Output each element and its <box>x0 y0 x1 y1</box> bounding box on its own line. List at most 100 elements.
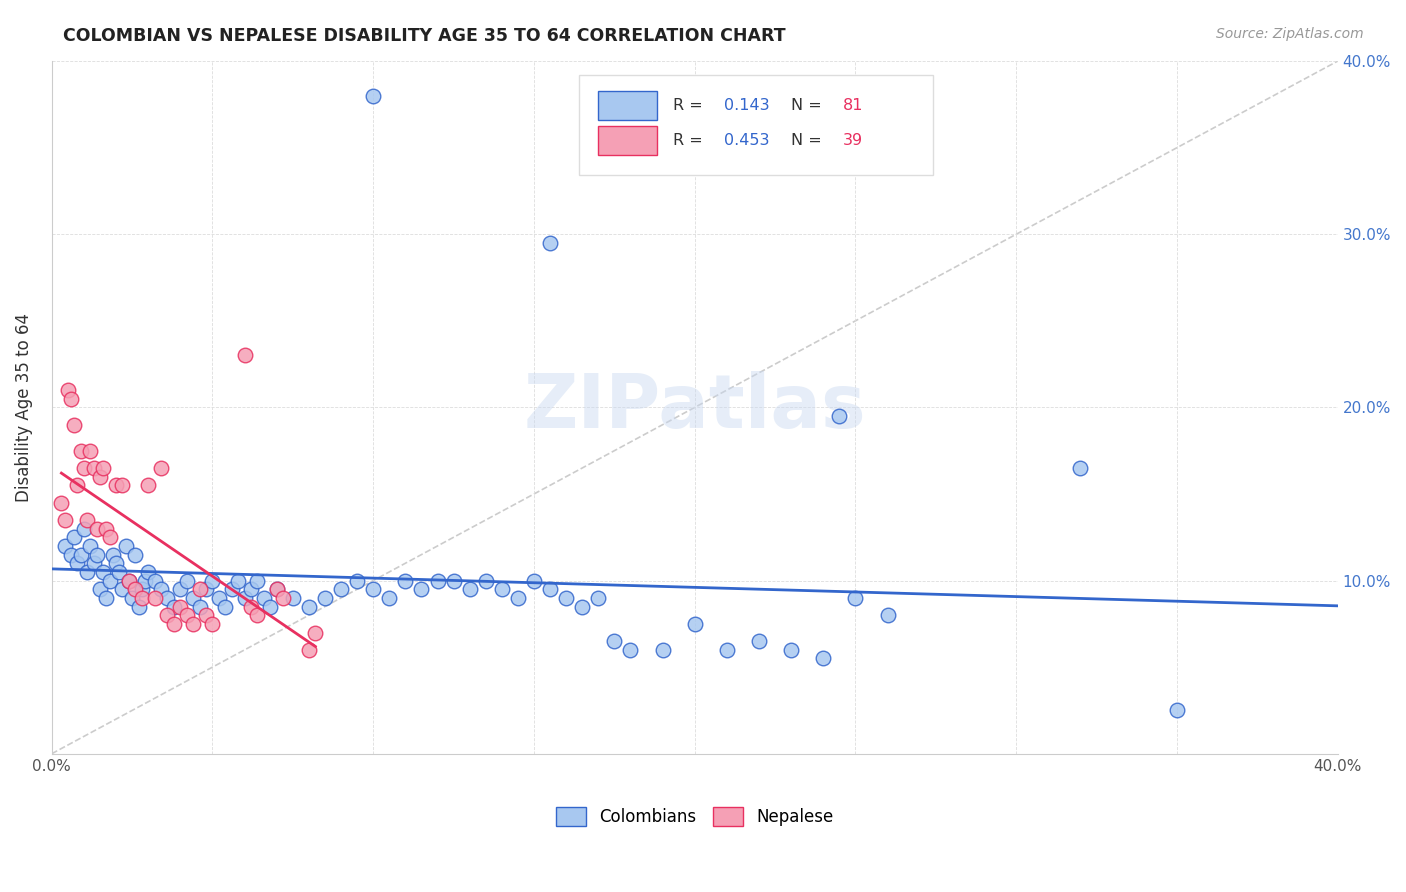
Point <box>118 574 141 588</box>
Point <box>51 496 73 510</box>
Point <box>108 565 131 579</box>
Point <box>426 574 449 588</box>
Point <box>314 591 336 605</box>
Text: 39: 39 <box>842 133 863 147</box>
Point <box>221 582 243 597</box>
Point <box>361 88 384 103</box>
Point <box>538 235 561 250</box>
Point <box>298 599 321 614</box>
Point <box>201 574 224 588</box>
Point <box>83 556 105 570</box>
Text: Source: ZipAtlas.com: Source: ZipAtlas.com <box>1216 27 1364 41</box>
Point <box>89 469 111 483</box>
Text: N =: N = <box>792 133 827 147</box>
Point <box>240 582 263 597</box>
Point <box>195 608 218 623</box>
Point <box>169 582 191 597</box>
Point <box>128 599 150 614</box>
Point <box>143 591 166 605</box>
Text: R =: R = <box>673 133 707 147</box>
Point <box>53 513 76 527</box>
Point <box>86 522 108 536</box>
Point <box>163 599 186 614</box>
Point <box>131 591 153 605</box>
Point <box>201 616 224 631</box>
Point <box>828 409 851 423</box>
FancyBboxPatch shape <box>579 75 932 176</box>
Point <box>246 608 269 623</box>
Point <box>111 478 134 492</box>
Point <box>105 478 128 492</box>
Point <box>105 556 128 570</box>
Point <box>63 530 86 544</box>
Point <box>298 643 321 657</box>
Point <box>86 548 108 562</box>
Point <box>259 599 281 614</box>
Point <box>63 417 86 432</box>
Point <box>233 349 256 363</box>
Point <box>443 574 465 588</box>
Point <box>156 591 179 605</box>
Point <box>813 651 835 665</box>
Point <box>586 591 609 605</box>
Point <box>76 565 98 579</box>
Point <box>1069 461 1091 475</box>
Point <box>176 608 198 623</box>
Point <box>114 539 136 553</box>
Point <box>73 461 96 475</box>
Point <box>491 582 513 597</box>
Point <box>98 574 121 588</box>
Point <box>134 574 156 588</box>
Text: N =: N = <box>792 98 827 113</box>
Point <box>69 548 91 562</box>
Point <box>716 643 738 657</box>
Point <box>66 556 89 570</box>
Point <box>91 461 114 475</box>
Point <box>523 574 546 588</box>
Text: R =: R = <box>673 98 707 113</box>
Text: ZIPatlas: ZIPatlas <box>523 371 866 444</box>
Point <box>208 591 231 605</box>
Point <box>304 625 326 640</box>
Point <box>474 574 496 588</box>
Point <box>76 513 98 527</box>
Point <box>233 591 256 605</box>
Point <box>555 591 578 605</box>
Point <box>118 574 141 588</box>
Point <box>73 522 96 536</box>
Point <box>124 548 146 562</box>
Point <box>169 599 191 614</box>
Point <box>136 565 159 579</box>
Point <box>79 539 101 553</box>
Point <box>780 643 803 657</box>
Point <box>96 522 118 536</box>
Text: 81: 81 <box>842 98 863 113</box>
Point <box>195 582 218 597</box>
Point <box>240 599 263 614</box>
Point <box>188 582 211 597</box>
Point <box>378 591 401 605</box>
Point <box>79 443 101 458</box>
Point <box>226 574 249 588</box>
Point <box>181 616 204 631</box>
Point <box>176 574 198 588</box>
Point <box>844 591 866 605</box>
Point <box>131 582 153 597</box>
Point <box>330 582 353 597</box>
Point <box>253 591 276 605</box>
Point <box>246 574 269 588</box>
Point <box>876 608 898 623</box>
Point <box>188 599 211 614</box>
Point <box>538 582 561 597</box>
Point <box>60 392 83 406</box>
Legend: Colombians, Nepalese: Colombians, Nepalese <box>550 800 841 833</box>
Point <box>506 591 529 605</box>
FancyBboxPatch shape <box>598 126 658 154</box>
Point <box>83 461 105 475</box>
Point <box>98 530 121 544</box>
Point <box>603 634 626 648</box>
Point <box>150 582 173 597</box>
Text: COLOMBIAN VS NEPALESE DISABILITY AGE 35 TO 64 CORRELATION CHART: COLOMBIAN VS NEPALESE DISABILITY AGE 35 … <box>63 27 786 45</box>
Point <box>91 565 114 579</box>
Point <box>346 574 368 588</box>
